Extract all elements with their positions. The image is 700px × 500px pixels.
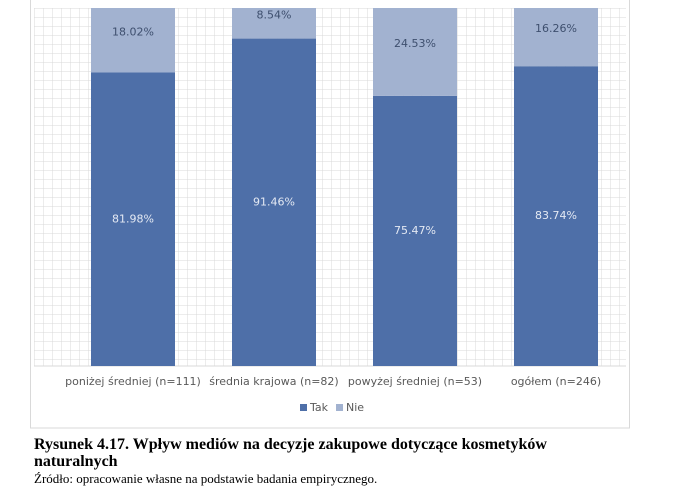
legend-swatch	[336, 404, 344, 411]
bar-segment	[232, 8, 316, 39]
data-label: 75.47%	[394, 224, 436, 237]
x-tick-label: poniżej średniej (n=111)	[65, 375, 201, 388]
bar-segment	[373, 8, 457, 96]
data-label: 24.53%	[394, 37, 436, 50]
bar-segment	[373, 95, 457, 367]
chart: 81.98% 18.02% poniżej średniej (n=111) 91.4…	[30, 0, 630, 429]
bar-segment	[514, 66, 598, 366]
legend-swatch	[300, 404, 307, 411]
bar-segment	[91, 8, 175, 73]
bar-segment	[514, 8, 598, 67]
data-label: 81.98%	[112, 212, 154, 225]
data-label: 91.46%	[253, 195, 295, 208]
bar-segment	[232, 38, 316, 366]
x-tick-label: ogółem (n=246)	[511, 375, 601, 388]
x-tick-label: powyżej średniej (n=53)	[348, 375, 482, 388]
data-label: 83.74%	[535, 209, 577, 222]
caption-source: Źródło: opracowanie własne na podstawie …	[34, 471, 378, 486]
data-label: 8.54%	[257, 8, 292, 21]
caption: Rysunek 4.17. Wpływ mediów na decyzje za…	[34, 436, 634, 487]
bar-segment	[91, 72, 175, 366]
legend-label: Tak	[309, 401, 329, 414]
data-label: 16.26%	[535, 22, 577, 35]
caption-title: Rysunek 4.17. Wpływ mediów na decyzje za…	[34, 436, 547, 470]
data-label: 18.02%	[112, 25, 154, 38]
legend-label: Nie	[346, 401, 364, 414]
x-tick-label: średnia krajowa (n=82)	[209, 375, 338, 388]
